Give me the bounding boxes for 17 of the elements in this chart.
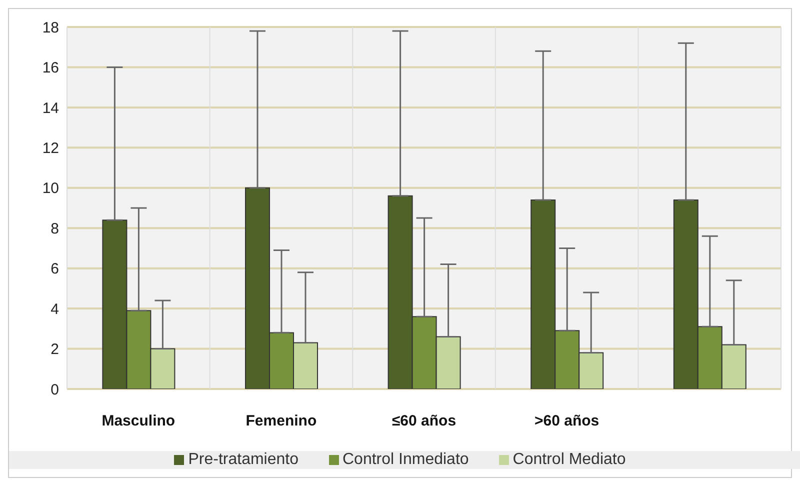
y-tick-label: 0 <box>50 381 59 398</box>
x-tick-label: Femenino <box>246 412 317 430</box>
x-tick-label: ≤60 años <box>392 412 456 430</box>
y-tick-label: 8 <box>50 220 59 238</box>
x-tick-label: Masculino <box>102 412 176 430</box>
y-tick-label: 2 <box>50 341 59 358</box>
x-tick-label: >60 años <box>534 412 600 430</box>
legend-label: Pre-tratamiento <box>188 451 298 468</box>
legend-label: Control Mediato <box>512 451 626 468</box>
y-tick-label: 4 <box>50 300 59 318</box>
legend-label: Control Inmediato <box>342 451 469 468</box>
y-tick-label: 12 <box>42 140 59 157</box>
y-tick-label: 16 <box>42 60 59 77</box>
y-tick-label: 10 <box>42 180 59 198</box>
y-tick-label: 14 <box>42 100 59 117</box>
y-tick-label: 18 <box>42 19 59 36</box>
y-tick-label: 6 <box>50 260 59 278</box>
